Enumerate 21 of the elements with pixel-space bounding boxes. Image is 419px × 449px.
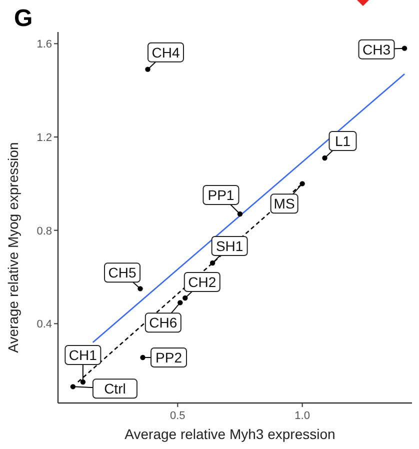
annotation: SH1: [216, 238, 244, 254]
chart-title: G: [14, 5, 33, 32]
annotation: CH1: [68, 347, 98, 363]
annotation: L1: [334, 133, 351, 149]
y-tick-label: 0.8: [36, 225, 52, 238]
x-tick-label: 0.5: [170, 410, 186, 422]
annotation: Ctrl: [104, 380, 126, 397]
x-tick-label: 1.0: [294, 410, 310, 422]
annotation: CH6: [149, 314, 178, 331]
y-axis-title: Average relative Myog expression: [5, 142, 21, 353]
y-tick-label: 0.4: [36, 318, 52, 331]
annotation: CH4: [152, 44, 180, 60]
y-tick-label: 1.6: [36, 38, 52, 51]
annotation: CH3: [362, 41, 391, 58]
annotation: CH5: [108, 264, 136, 281]
annotation: MS: [274, 196, 295, 212]
x-axis-title: Average relative Myh3 expression: [124, 426, 336, 442]
annotation: CH2: [188, 274, 216, 290]
y-tick-label: 1.2: [36, 132, 52, 144]
annotation: PP2: [156, 350, 182, 366]
annotation: PP1: [208, 187, 234, 203]
